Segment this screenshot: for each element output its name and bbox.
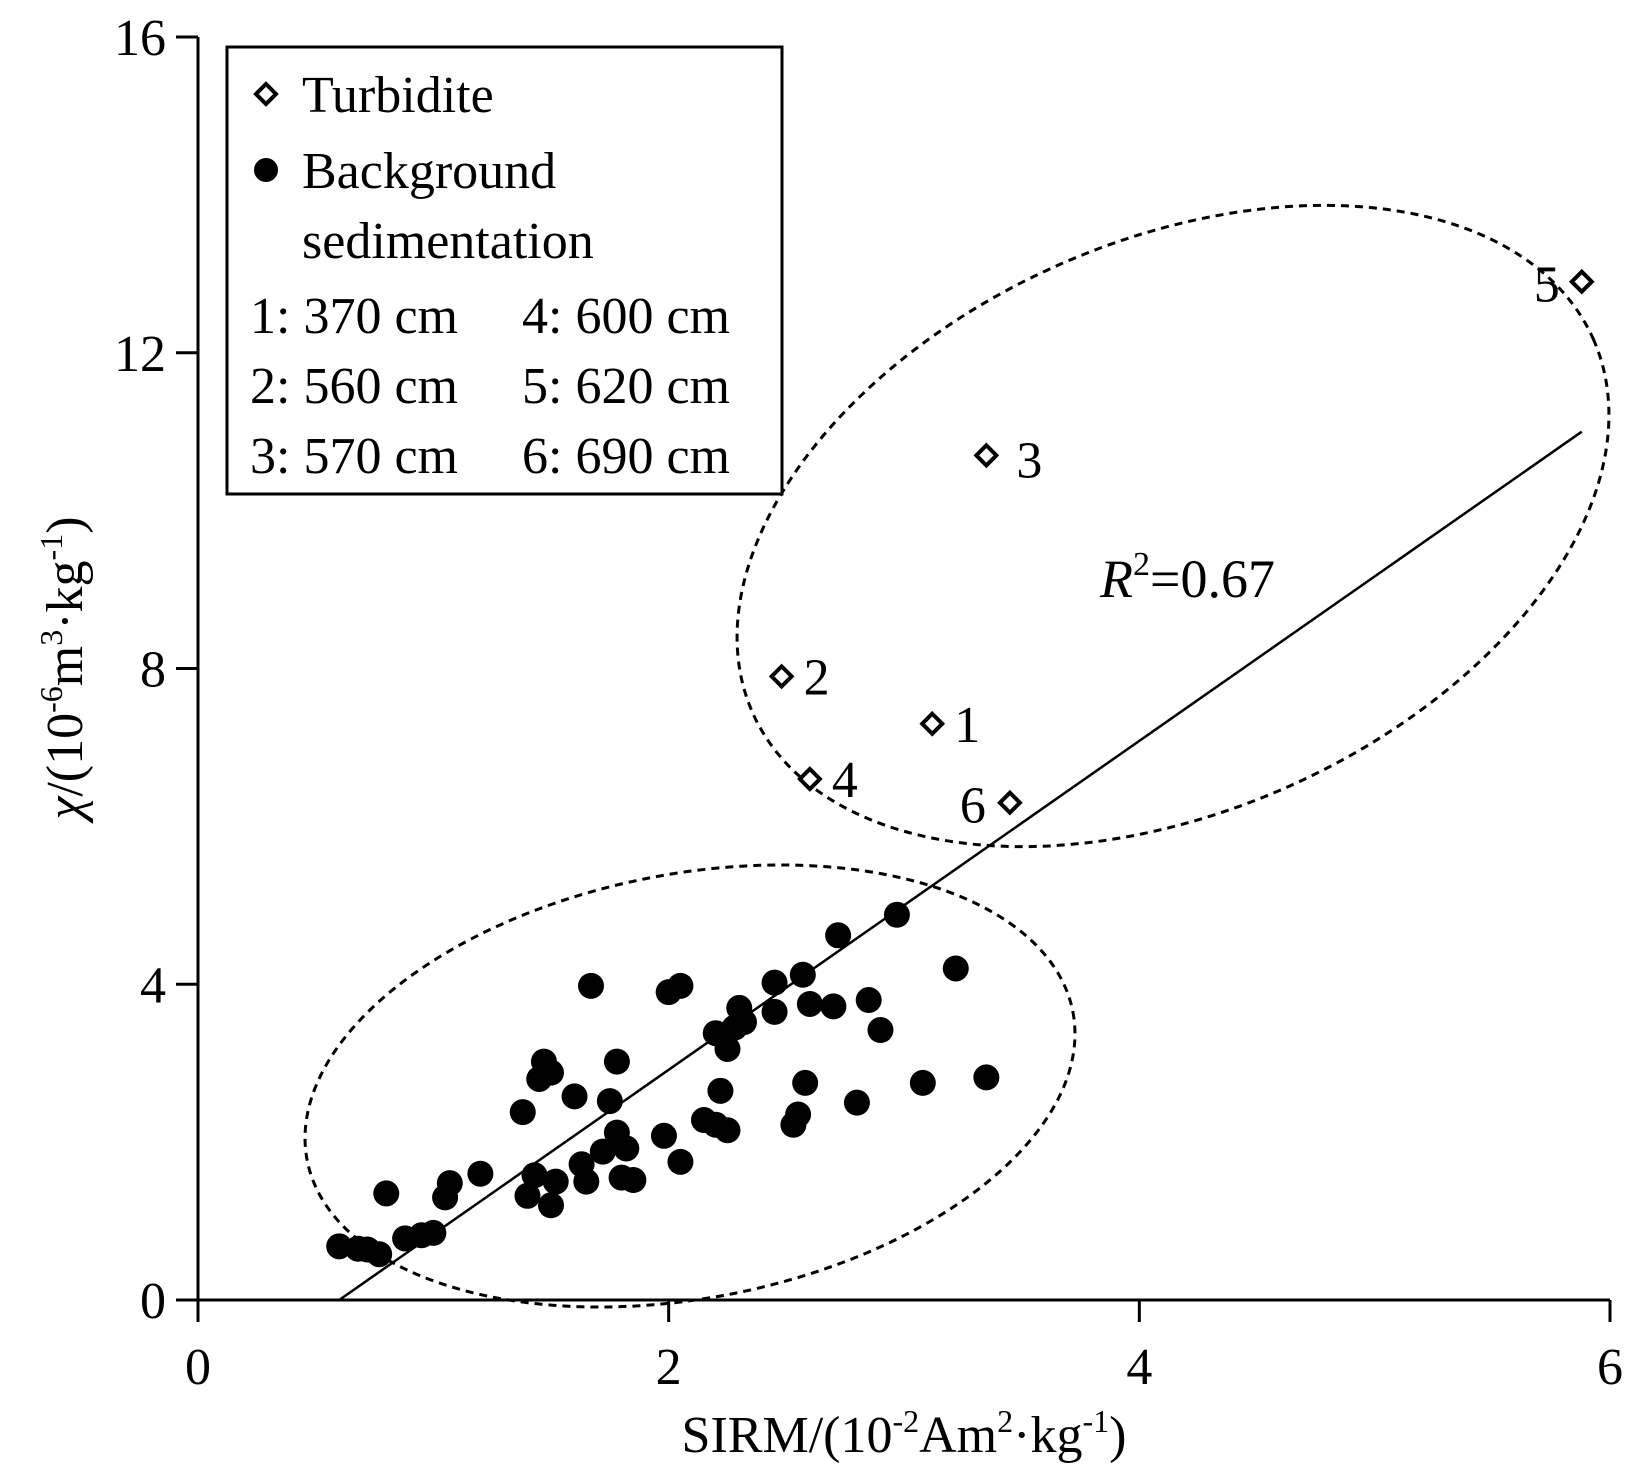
background-point <box>650 1122 677 1149</box>
background-point <box>467 1160 494 1187</box>
turbidite-point <box>797 766 823 792</box>
background-point <box>667 1148 694 1175</box>
legend-background-label-2: sedimentation <box>302 213 594 270</box>
r-squared-annotation: R2=0.67 <box>1099 546 1275 609</box>
data-points: 1 2 3 4 5 6 <box>326 257 1595 1268</box>
background-point <box>792 1069 819 1096</box>
turbidite-point <box>997 789 1023 816</box>
turbidite-point <box>1568 268 1595 295</box>
background-point <box>561 1083 588 1110</box>
background-point <box>373 1180 400 1207</box>
r-superscript: 2 <box>1133 546 1150 583</box>
legend-box <box>225 45 784 496</box>
background-point <box>730 1009 757 1036</box>
turbidite-point-label: 5 <box>1534 257 1560 314</box>
background-point <box>514 1182 541 1209</box>
background-point <box>420 1219 447 1246</box>
legend-depth-3: 3: 570 cm <box>250 428 458 485</box>
legend-turbidite-marker <box>253 81 279 107</box>
x-axis-label: SIRM/(10-2Am2·kg-1) <box>682 1403 1127 1464</box>
x-tick-label: 0 <box>185 1339 211 1396</box>
turbidite-point-label: 1 <box>954 697 980 754</box>
legend-turbidite-label: Turbidite <box>302 67 494 124</box>
background-point <box>789 961 816 988</box>
background-point <box>707 1077 734 1104</box>
regression-line <box>338 430 1583 1302</box>
background-point <box>796 990 823 1017</box>
background-point <box>867 1017 894 1044</box>
background-point <box>589 1138 616 1165</box>
background-point <box>942 955 969 982</box>
legend-depth-6: 6: 690 cm <box>522 428 730 485</box>
y-tick-label: 8 <box>140 642 166 699</box>
background-point <box>825 922 852 949</box>
background-point <box>613 1135 640 1162</box>
background-point <box>538 1059 564 1086</box>
background-point <box>596 1088 623 1115</box>
r-value: =0.67 <box>1150 549 1275 609</box>
background-point <box>820 993 847 1020</box>
background-point <box>909 1069 936 1096</box>
turbidite-point-label: 2 <box>804 649 830 706</box>
legend-background-marker <box>254 158 278 182</box>
turbidite-point-label: 6 <box>960 778 986 835</box>
background-point <box>366 1241 393 1268</box>
legend: Turbidite Background sedimentation 1: 37… <box>225 45 784 496</box>
background-point <box>436 1170 463 1197</box>
turbidite-point <box>919 710 946 737</box>
turbidite-point <box>973 442 1000 469</box>
background-point <box>883 901 910 928</box>
background-point <box>714 1035 741 1062</box>
background-point <box>785 1101 812 1128</box>
background-point <box>714 1117 741 1144</box>
background-point <box>603 1048 630 1075</box>
x-ticks: 0 2 4 6 <box>185 1300 1623 1396</box>
turbidite-point-label: 3 <box>1016 432 1042 489</box>
y-tick-label: 4 <box>140 957 166 1014</box>
background-point <box>620 1167 647 1194</box>
background-ellipse <box>303 863 1077 1309</box>
y-ticks: 0 4 8 12 16 <box>114 10 198 1330</box>
background-point <box>542 1168 569 1195</box>
turbidite-point <box>768 663 795 690</box>
background-point <box>761 998 788 1025</box>
background-point <box>521 1162 548 1189</box>
legend-depth-2: 2: 560 cm <box>250 358 458 415</box>
turbidite-point-label: 4 <box>832 752 858 809</box>
x-tick-label: 6 <box>1597 1339 1623 1396</box>
background-point <box>509 1099 536 1126</box>
background-point <box>326 1233 353 1260</box>
background-point <box>761 969 788 996</box>
y-axis-label: χ/(10-6m3·kg-1) <box>33 516 94 824</box>
background-point <box>667 972 694 999</box>
y-tick-label: 16 <box>114 10 166 67</box>
legend-depth-4: 4: 600 cm <box>522 288 730 345</box>
x-tick-label: 4 <box>1126 1339 1152 1396</box>
background-point <box>855 987 882 1014</box>
turbidite-ellipse <box>735 203 1611 849</box>
legend-depth-5: 5: 620 cm <box>522 358 730 415</box>
legend-depth-1: 1: 370 cm <box>250 288 458 345</box>
r-symbol: R <box>1099 549 1133 609</box>
y-tick-label: 0 <box>140 1273 166 1330</box>
background-point <box>973 1064 1000 1091</box>
background-point <box>538 1192 564 1219</box>
background-point <box>843 1089 870 1116</box>
legend-background-label-1: Background <box>302 143 556 200</box>
background-point <box>573 1168 600 1195</box>
x-tick-label: 2 <box>656 1339 682 1396</box>
y-tick-label: 12 <box>114 326 166 383</box>
background-point <box>578 972 605 999</box>
